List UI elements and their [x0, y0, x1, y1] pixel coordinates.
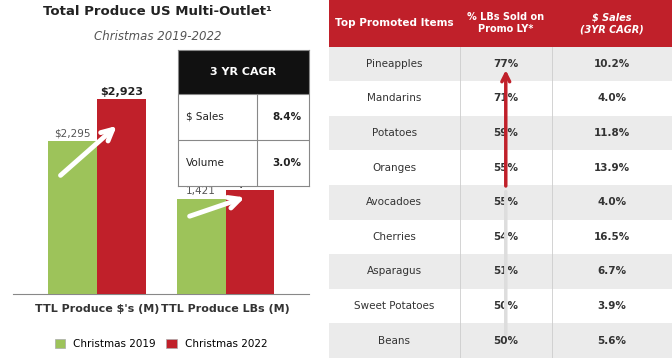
- Bar: [177, 199, 226, 294]
- Bar: [329, 116, 672, 150]
- Bar: [329, 185, 672, 219]
- Text: Oranges: Oranges: [372, 163, 417, 173]
- Text: 51%: 51%: [493, 266, 518, 276]
- Text: 50%: 50%: [493, 301, 518, 311]
- Text: Mandarins: Mandarins: [367, 93, 421, 103]
- Text: 1,553: 1,553: [233, 178, 267, 188]
- Text: 6.7%: 6.7%: [597, 266, 626, 276]
- Text: 50%: 50%: [493, 336, 518, 346]
- Bar: [329, 150, 672, 185]
- Text: 5.6%: 5.6%: [597, 336, 626, 346]
- Text: Beans: Beans: [378, 336, 411, 346]
- Text: 16.5%: 16.5%: [594, 232, 630, 242]
- Text: $2,923: $2,923: [100, 87, 143, 97]
- Text: Potatoes: Potatoes: [372, 128, 417, 138]
- Bar: [329, 289, 672, 323]
- Text: Total Produce US Multi-Outlet¹: Total Produce US Multi-Outlet¹: [44, 5, 272, 18]
- Text: 55%: 55%: [493, 163, 518, 173]
- Text: Top Promoted Items: Top Promoted Items: [335, 18, 454, 28]
- Text: 55%: 55%: [493, 197, 518, 207]
- Text: 1,421: 1,421: [186, 187, 216, 197]
- Bar: [97, 99, 146, 294]
- Text: Christmas 2019-2022: Christmas 2019-2022: [94, 30, 222, 43]
- Text: 54%: 54%: [493, 232, 518, 242]
- Bar: [329, 81, 672, 116]
- Text: 77%: 77%: [493, 59, 518, 69]
- Bar: [329, 254, 672, 289]
- Text: 59%: 59%: [493, 128, 518, 138]
- Bar: [329, 323, 672, 358]
- Text: 4.0%: 4.0%: [597, 93, 626, 103]
- Text: Cherries: Cherries: [372, 232, 417, 242]
- Text: 10.2%: 10.2%: [594, 59, 630, 69]
- Text: Avocadoes: Avocadoes: [366, 197, 423, 207]
- Text: $2,295: $2,295: [54, 128, 91, 138]
- Text: Volume: Volume: [186, 158, 225, 168]
- Bar: [178, 50, 309, 94]
- Text: $ Sales: $ Sales: [186, 112, 224, 122]
- Text: 71%: 71%: [493, 93, 518, 103]
- Text: $ Sales
(3YR CAGR): $ Sales (3YR CAGR): [580, 13, 644, 34]
- Text: 8.4%: 8.4%: [272, 112, 301, 122]
- Bar: [329, 0, 672, 47]
- Text: 3 YR CAGR: 3 YR CAGR: [210, 67, 277, 77]
- Bar: [329, 47, 672, 81]
- Text: 3.9%: 3.9%: [597, 301, 626, 311]
- Bar: [329, 219, 672, 254]
- Text: Asparagus: Asparagus: [367, 266, 422, 276]
- Text: 11.8%: 11.8%: [594, 128, 630, 138]
- Text: Pineapples: Pineapples: [366, 59, 423, 69]
- Text: 4.0%: 4.0%: [597, 197, 626, 207]
- Bar: [226, 190, 274, 294]
- Legend: Christmas 2019, Christmas 2022: Christmas 2019, Christmas 2022: [50, 335, 272, 353]
- Text: Sweet Potatoes: Sweet Potatoes: [354, 301, 435, 311]
- Text: 13.9%: 13.9%: [594, 163, 630, 173]
- Bar: [48, 141, 97, 294]
- Text: % LBs Sold on
Promo LY*: % LBs Sold on Promo LY*: [467, 13, 544, 34]
- Text: 3.0%: 3.0%: [272, 158, 301, 168]
